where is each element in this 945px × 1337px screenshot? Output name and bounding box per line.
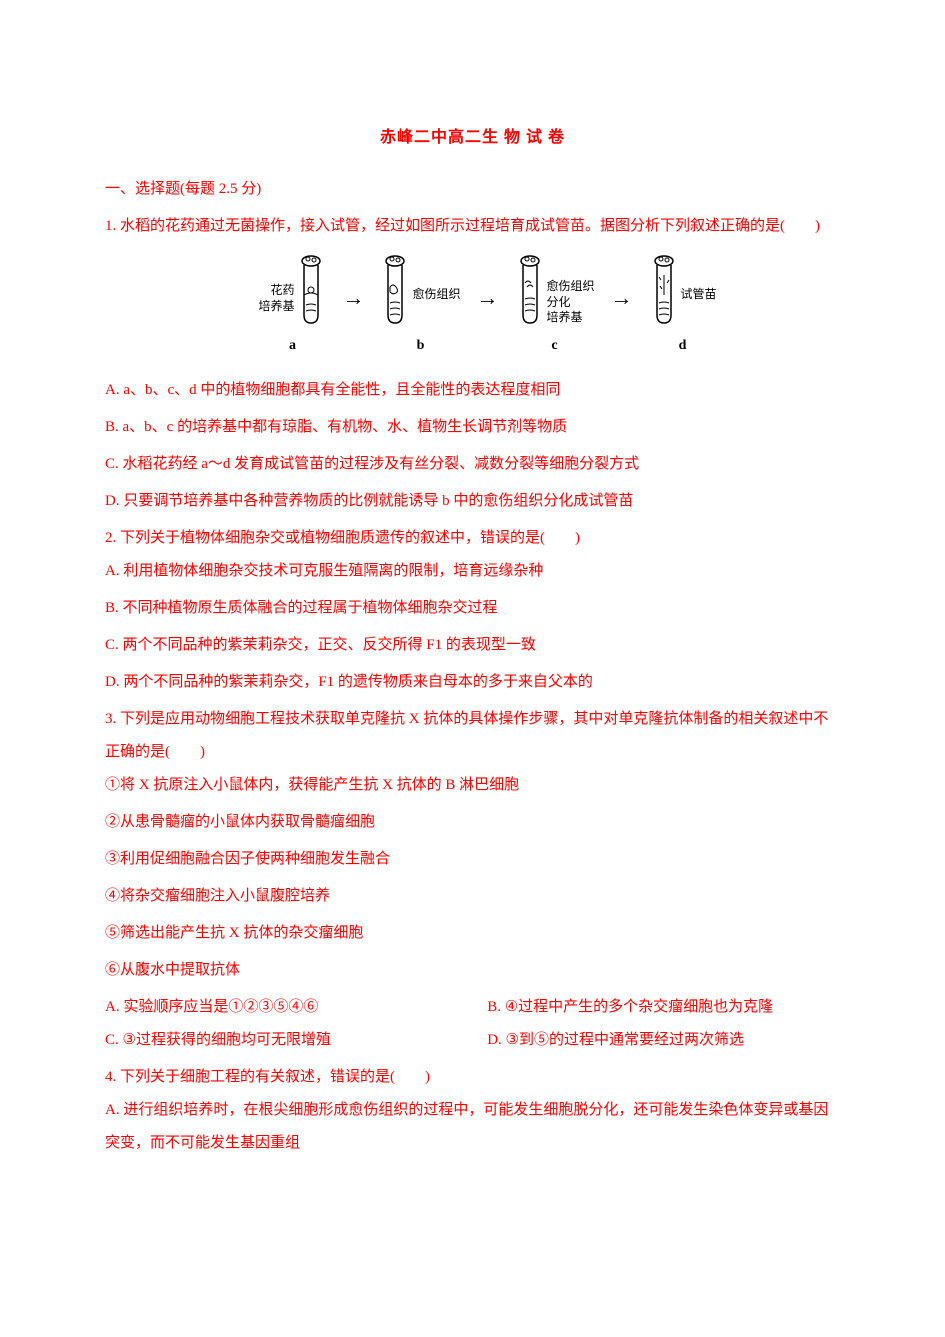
q2-stem: 2. 下列关于植物体细胞杂交或植物细胞质遗传的叙述中，错误的是( ) <box>105 522 840 555</box>
arrow-icon: → <box>611 274 633 342</box>
q2-option-c: C. 两个不同品种的紫茉莉杂交，正交、反交所得 F1 的表现型一致 <box>105 629 840 662</box>
tube-a-letter: a <box>289 331 296 362</box>
tube-b-letter: b <box>417 331 425 362</box>
q3-option-a: A. 实验顺序应当是①②③⑤④⑥ <box>105 991 487 1024</box>
q2-option-a: A. 利用植物体细胞杂交技术可克服生殖隔离的限制，培育远缘杂种 <box>105 555 840 588</box>
question-1: 1. 水稻的花药通过无菌操作，接入试管，经过如图所示过程培育成试管苗。据图分析下… <box>105 210 840 518</box>
question-4: 4. 下列关于细胞工程的有关叙述，错误的是( ) A. 进行组织培养时，在根尖细… <box>105 1061 840 1160</box>
q1-stem: 1. 水稻的花药通过无菌操作，接入试管，经过如图所示过程培育成试管苗。据图分析下… <box>105 210 840 243</box>
tube-b-labels: 愈伤组织 <box>412 287 460 303</box>
q1-option-a: A. a、b、c、d 中的植物细胞都具有全能性，且全能性的表达程度相同 <box>105 374 840 407</box>
q3-step-5: ⑤筛选出能产生抗 X 抗体的杂交瘤细胞 <box>105 917 840 950</box>
tube-d-labels: 试管苗 <box>681 287 717 303</box>
q3-step-3: ③利用促细胞融合因子使两种细胞发生融合 <box>105 843 840 876</box>
tube-d-letter: d <box>679 331 687 362</box>
q1-option-b: B. a、b、c 的培养基中都有琼脂、有机物、水、植物生长调节剂等物质 <box>105 411 840 444</box>
tube-c: 愈伤组织 分化 培养基 c <box>515 255 595 362</box>
tube-a: 花药 培养基 a <box>258 255 326 362</box>
q3-option-b: B. ④过程中产生的多个杂交瘤细胞也为克隆 <box>487 991 840 1024</box>
tube-c-letter: c <box>551 331 557 362</box>
q3-step-4: ④将杂交瘤细胞注入小鼠腹腔培养 <box>105 880 840 913</box>
q3-step-2: ②从患骨髓瘤的小鼠体内获取骨髓瘤细胞 <box>105 806 840 839</box>
tube-a-labels: 花药 培养基 <box>258 283 294 314</box>
test-tube-icon <box>296 255 326 327</box>
q2-option-d: D. 两个不同品种的紫茉莉杂交，F1 的遗传物质来自母本的多于来自父本的 <box>105 666 840 699</box>
tube-b: 愈伤组织 b <box>380 255 460 362</box>
q3-option-d: D. ③到⑤的过程中通常要经过两次筛选 <box>487 1024 840 1057</box>
test-tube-icon <box>649 255 679 327</box>
tube-c-labels: 愈伤组织 分化 培养基 <box>547 279 595 326</box>
arrow-icon: → <box>477 274 499 342</box>
q3-step-6: ⑥从腹水中提取抗体 <box>105 954 840 987</box>
q4-stem: 4. 下列关于细胞工程的有关叙述，错误的是( ) <box>105 1061 840 1094</box>
q2-option-b: B. 不同种植物原生质体融合的过程属于植物体细胞杂交过程 <box>105 592 840 625</box>
question-3: 3. 下列是应用动物细胞工程技术获取单克隆抗 X 抗体的具体操作步骤，其中对单克… <box>105 703 840 1057</box>
test-tube-icon <box>380 255 410 327</box>
q1-diagram: 花药 培养基 a → <box>105 255 840 362</box>
tube-d: 试管苗 d <box>649 255 717 362</box>
q1-option-c: C. 水稻花药经 a～d 发育成试管苗的过程涉及有丝分裂、减数分裂等细胞分裂方式 <box>105 448 840 481</box>
test-tube-icon <box>515 255 545 327</box>
section-header: 一、选择题(每题 2.5 分) <box>105 173 840 206</box>
q3-stem: 3. 下列是应用动物细胞工程技术获取单克隆抗 X 抗体的具体操作步骤，其中对单克… <box>105 703 840 769</box>
q1-option-d: D. 只要调节培养基中各种营养物质的比例就能诱导 b 中的愈伤组织分化成试管苗 <box>105 485 840 518</box>
exam-title: 赤峰二中高二生 物 试 卷 <box>105 120 840 155</box>
q3-step-1: ①将 X 抗原注入小鼠体内，获得能产生抗 X 抗体的 B 淋巴细胞 <box>105 769 840 802</box>
q3-option-c: C. ③过程获得的细胞均可无限增殖 <box>105 1024 487 1057</box>
question-2: 2. 下列关于植物体细胞杂交或植物细胞质遗传的叙述中，错误的是( ) A. 利用… <box>105 522 840 699</box>
arrow-icon: → <box>342 274 364 342</box>
q4-option-a: A. 进行组织培养时，在根尖细胞形成愈伤组织的过程中，可能发生细胞脱分化，还可能… <box>105 1094 840 1160</box>
